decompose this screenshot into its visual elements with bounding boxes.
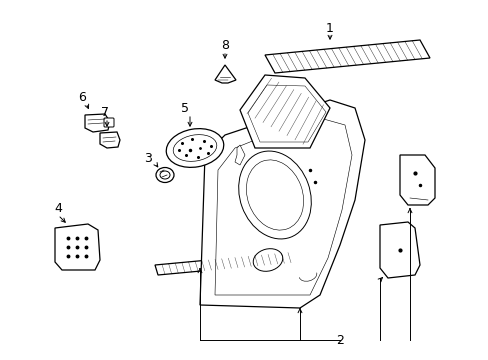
- Polygon shape: [55, 224, 100, 270]
- Polygon shape: [264, 40, 429, 73]
- Polygon shape: [235, 145, 244, 165]
- Text: 5: 5: [181, 102, 189, 114]
- Polygon shape: [85, 114, 110, 132]
- Polygon shape: [399, 155, 434, 205]
- Polygon shape: [379, 222, 419, 278]
- Text: 6: 6: [78, 90, 86, 104]
- Ellipse shape: [156, 167, 174, 183]
- Polygon shape: [215, 118, 351, 295]
- Text: 1: 1: [325, 22, 333, 35]
- Polygon shape: [215, 65, 236, 83]
- Polygon shape: [247, 85, 325, 142]
- Ellipse shape: [253, 249, 282, 271]
- FancyBboxPatch shape: [104, 118, 114, 127]
- Ellipse shape: [238, 151, 311, 239]
- Ellipse shape: [166, 129, 224, 167]
- Polygon shape: [155, 252, 297, 275]
- Polygon shape: [200, 100, 364, 308]
- Polygon shape: [100, 132, 120, 148]
- Text: 4: 4: [54, 202, 62, 215]
- Polygon shape: [240, 75, 329, 148]
- Ellipse shape: [160, 171, 170, 179]
- Ellipse shape: [246, 160, 303, 230]
- Text: 7: 7: [101, 105, 109, 118]
- Text: 3: 3: [144, 152, 152, 165]
- Ellipse shape: [173, 135, 216, 161]
- Text: 2: 2: [335, 333, 343, 346]
- Text: 8: 8: [221, 39, 228, 51]
